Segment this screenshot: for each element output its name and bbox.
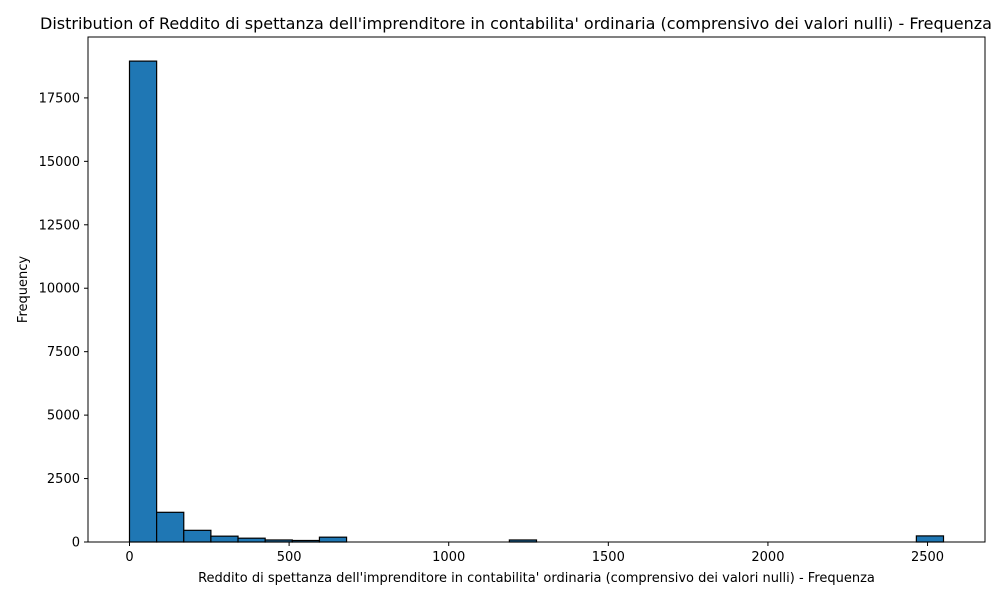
y-axis-ticks: 0 2500 5000 7500 10000 12500 15000 17500 (39, 91, 88, 551)
x-axis-label: Reddito di spettanza dell'imprenditore i… (198, 571, 875, 586)
histogram-bar (156, 511, 185, 543)
histogram-bar (318, 536, 348, 543)
histogram-bar (237, 537, 266, 543)
y-tick-label: 10000 (39, 282, 80, 297)
y-axis-label: Frequency (16, 256, 31, 323)
x-tick-label: 2500 (911, 550, 944, 565)
y-tick-label: 17500 (39, 91, 80, 106)
histogram-bar (210, 535, 239, 543)
y-tick-label: 12500 (39, 218, 80, 233)
y-tick-label: 15000 (39, 155, 80, 170)
histogram-bars (128, 60, 945, 543)
x-tick-label: 2000 (751, 550, 784, 565)
y-tick-label: 0 (72, 536, 80, 551)
x-tick-label: 1500 (592, 550, 625, 565)
x-tick-label: 500 (277, 550, 302, 565)
y-tick-label: 7500 (47, 345, 80, 360)
histogram-bar (128, 60, 158, 543)
y-tick-label: 5000 (47, 409, 80, 424)
plot-frame (87, 36, 986, 543)
histogram-bar (183, 529, 212, 543)
y-tick-label: 2500 (47, 472, 80, 487)
x-tick-label: 1000 (432, 550, 465, 565)
x-axis-ticks: 0 500 1000 1500 2000 2500 (125, 542, 944, 565)
x-tick-label: 0 (125, 550, 133, 565)
chart-title: Distribution of Reddito di spettanza del… (40, 14, 992, 33)
histogram-bar (915, 535, 945, 543)
